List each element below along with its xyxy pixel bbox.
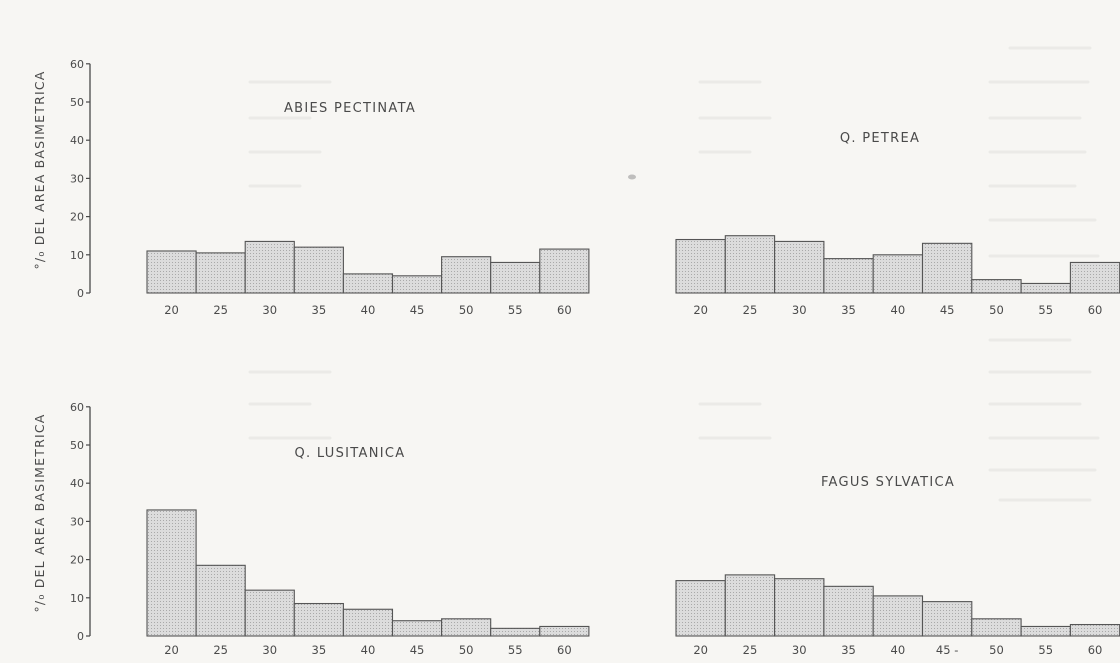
bar-20	[675, 238, 726, 294]
ink-speck	[628, 174, 636, 180]
x-tick-label: 20	[164, 303, 179, 317]
bar-45	[921, 242, 973, 294]
x-tick-label: 50	[989, 643, 1004, 657]
bar-25	[195, 252, 246, 294]
bar-50	[441, 256, 492, 294]
x-tick-label: 40	[361, 643, 376, 657]
x-tick-label: 35	[841, 643, 856, 657]
bar-35	[823, 258, 874, 294]
bar-30	[244, 240, 295, 294]
x-tick-label: 25	[213, 643, 228, 657]
bar-45	[391, 620, 443, 637]
x-tick-label: 45	[410, 643, 425, 657]
y-tick-label: 40	[70, 134, 84, 147]
x-tick-label: 55	[1038, 303, 1053, 317]
panel-fagus-sylvatica: FAGUS SYLVATICA 20 25 30 35 40 45 - 50 55 60	[675, 475, 1120, 657]
x-tick-label: 45	[940, 303, 955, 317]
x-tick-label: 40	[891, 643, 906, 657]
bar-25	[724, 574, 776, 637]
x-tick-label: 60	[557, 643, 572, 657]
bar-35	[823, 585, 874, 637]
x-tick-label: 20	[693, 643, 708, 657]
x-tick-label: 45	[410, 303, 425, 317]
bar-20	[146, 250, 197, 294]
x-tick-label: 25	[743, 303, 758, 317]
bar-45	[921, 601, 973, 637]
bar-30	[244, 589, 295, 637]
y-tick-label: 50	[70, 439, 84, 452]
panel-q-petrea: Q. PETREA 20 25 30 35 40 45 50 55 60	[675, 131, 1120, 317]
bar-60	[1069, 623, 1120, 637]
x-tick-label: 55	[508, 643, 523, 657]
x-tick-label: 35	[312, 643, 327, 657]
bar-60	[1069, 261, 1120, 294]
x-tick-label: 45 -	[936, 643, 958, 657]
x-tick-label: 40	[361, 303, 376, 317]
x-tick-label: 50	[459, 643, 474, 657]
bar-20	[675, 580, 726, 637]
bar-40	[872, 595, 924, 637]
bar-40	[342, 273, 394, 294]
panel-abies-pectinata: ABIES PECTINATA 0 10 20 30 40 50 60 20 25 30 35 40 45…	[70, 58, 590, 317]
x-tick-label: 50	[459, 303, 474, 317]
y-tick-label: 40	[70, 477, 84, 490]
y-tick-label: 60	[70, 58, 84, 71]
y-tick-label: 0	[77, 630, 84, 643]
x-tick-label: 30	[262, 303, 277, 317]
bar-25	[195, 564, 246, 637]
bar-25	[724, 235, 776, 294]
x-tick-label: 60	[1088, 643, 1103, 657]
panel-q-lusitanica: Q. LUSITANICA 0 10 20 30 40 50 60 20 25 30 35 40 45 50…	[70, 401, 590, 657]
x-tick-label: 20	[164, 643, 179, 657]
x-tick-label: 30	[792, 303, 807, 317]
y-tick-label: 30	[70, 172, 84, 185]
y-tick-label: 10	[70, 249, 84, 262]
x-tick-label: 35	[841, 303, 856, 317]
y-tick-label: 10	[70, 592, 84, 605]
y-tick-label: 50	[70, 96, 84, 109]
bar-60	[539, 248, 590, 294]
y-tick-label: 20	[70, 211, 84, 224]
x-tick-label: 60	[1088, 303, 1103, 317]
x-tick-label: 50	[989, 303, 1004, 317]
bar-20	[146, 509, 197, 637]
chart-title-abies-pectinata: ABIES PECTINATA	[284, 101, 416, 116]
y-axis-title-top: °/₀ DEL AREA BASIMETRICA	[32, 70, 47, 269]
x-tick-label: 30	[262, 643, 277, 657]
x-tick-label: 30	[792, 643, 807, 657]
bar-60	[539, 625, 590, 637]
bar-40	[872, 254, 924, 294]
chart-title-q-lusitanica: Q. LUSITANICA	[295, 446, 406, 461]
y-tick-label: 60	[70, 401, 84, 414]
y-tick-label: 20	[70, 554, 84, 567]
y-tick-label: 0	[77, 287, 84, 300]
bar-55	[1020, 282, 1071, 294]
chart-title-q-petrea: Q. PETREA	[840, 131, 920, 146]
bar-35	[293, 246, 344, 294]
x-tick-label: 40	[891, 303, 906, 317]
reverse-page-bleed	[248, 46, 1100, 502]
x-tick-label: 35	[312, 303, 327, 317]
y-axis-title-bottom: °/₀ DEL AREA BASIMETRICA	[32, 413, 47, 612]
bar-55	[1020, 625, 1071, 637]
x-tick-label: 55	[508, 303, 523, 317]
x-tick-label: 60	[557, 303, 572, 317]
bar-45	[391, 275, 443, 294]
y-tick-label: 30	[70, 515, 84, 528]
chart-title-fagus-sylvatica: FAGUS SYLVATICA	[821, 475, 955, 490]
bar-30	[774, 578, 825, 637]
bar-55	[490, 627, 541, 637]
bar-50	[971, 618, 1022, 637]
bar-35	[293, 602, 344, 637]
bar-50	[971, 279, 1022, 294]
bar-55	[490, 261, 541, 294]
bar-30	[774, 240, 825, 294]
x-tick-label: 20	[693, 303, 708, 317]
bar-40	[342, 608, 394, 637]
x-tick-label: 25	[743, 643, 758, 657]
x-tick-label: 25	[213, 303, 228, 317]
bar-50	[441, 618, 492, 637]
x-tick-label: 55	[1038, 643, 1053, 657]
